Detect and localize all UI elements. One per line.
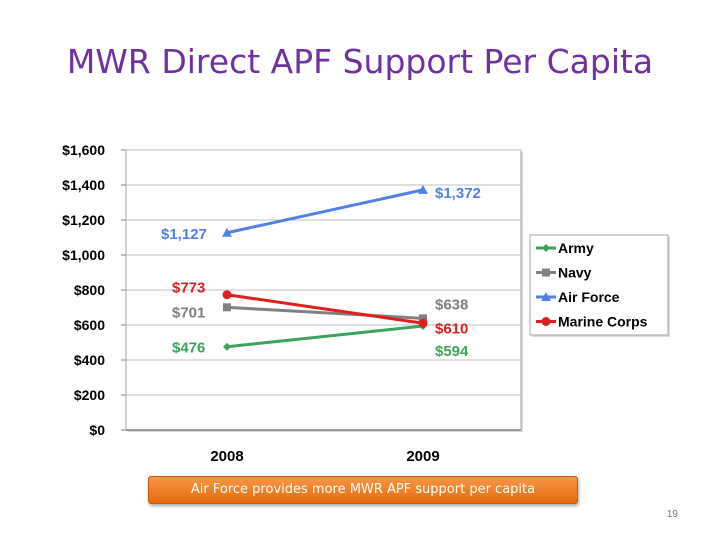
marker-army xyxy=(223,342,231,351)
y-tick-label: $1,400 xyxy=(62,177,105,193)
page-number: 19 xyxy=(666,509,678,520)
legend-label-navy: Navy xyxy=(558,265,592,281)
data-label-army: $594 xyxy=(435,343,469,360)
data-label-marine-corps: $610 xyxy=(435,320,468,337)
marker-army xyxy=(542,244,550,252)
data-label-air-force: $1,372 xyxy=(435,185,481,202)
data-label-marine-corps: $773 xyxy=(172,280,205,297)
legend-label-army: Army xyxy=(558,240,594,256)
marker-marine-corps xyxy=(541,317,551,326)
y-tick-label: $800 xyxy=(74,282,105,298)
y-tick-label: $1,600 xyxy=(62,142,105,158)
slide-title: MWR Direct APF Support Per Capita xyxy=(66,42,654,81)
series-line-air-force xyxy=(226,188,424,235)
series-line-army xyxy=(226,324,424,349)
data-label-air-force: $1,127 xyxy=(161,226,207,243)
marker-marine-corps xyxy=(222,290,232,300)
marker-air-force xyxy=(222,227,232,237)
marker-marine-corps xyxy=(418,318,428,328)
y-tick-label: $200 xyxy=(74,387,105,403)
legend-label-air-force: Air Force xyxy=(558,289,620,305)
line-chart: $0 $200 $400 $600 $800 $1,000 $1,200 $1,400 $1,6… xyxy=(62,142,670,465)
axes: $0 $200 $400 $600 $800 $1,000 $1,200 $1,400 $1,6… xyxy=(62,142,521,465)
callout-banner: Air Force provides more MWR APF support … xyxy=(148,476,578,504)
y-tick-label: $600 xyxy=(74,317,105,333)
y-tick-label: $1,200 xyxy=(62,212,105,228)
data-label-navy: $638 xyxy=(435,296,468,313)
data-label-navy: $701 xyxy=(172,304,205,321)
y-tick-label: $0 xyxy=(89,422,105,438)
data-labels: $476 $594 $701 $638 $1,127 $1,372 $773 $610 xyxy=(161,185,481,360)
legend: Army Navy Air Force Marine Corps xyxy=(529,234,670,337)
grid-lines xyxy=(125,149,523,432)
data-label-army: $476 xyxy=(172,340,205,357)
y-tick-label: $1,000 xyxy=(62,247,105,263)
legend-label-marine-corps: Marine Corps xyxy=(558,314,648,330)
marker-navy xyxy=(542,268,550,277)
y-tick-label: $400 xyxy=(74,352,105,368)
x-tick-label: 2008 xyxy=(210,448,243,465)
series-line-navy xyxy=(226,305,424,320)
x-tick-label: 2009 xyxy=(406,448,439,465)
legend-box xyxy=(529,234,669,336)
marker-air-force xyxy=(541,292,551,301)
series-line-marine-corps xyxy=(226,293,424,325)
marker-navy xyxy=(419,314,427,323)
series xyxy=(222,184,428,351)
marker-navy xyxy=(223,303,231,312)
marker-air-force xyxy=(418,184,428,194)
